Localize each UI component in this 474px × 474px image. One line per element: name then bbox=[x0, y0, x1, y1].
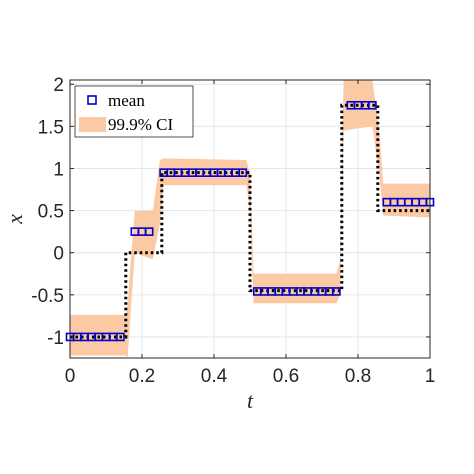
x-tick-label: 0.6 bbox=[273, 366, 299, 387]
legend-mean-label: mean bbox=[108, 91, 145, 110]
mean-markers-layer bbox=[65, 100, 435, 342]
y-tick-label: 0.5 bbox=[38, 202, 64, 223]
x-tick-label: 0 bbox=[65, 366, 76, 387]
legend-mean-marker bbox=[87, 95, 97, 105]
mean-marker bbox=[368, 100, 377, 110]
legend: mean 99.9% CI bbox=[74, 85, 194, 138]
mean-marker bbox=[144, 227, 154, 236]
y-tick-label: 0 bbox=[53, 244, 64, 265]
x-tick-label: 1 bbox=[425, 366, 436, 387]
mean-marker bbox=[116, 332, 125, 342]
x-tick-label: 0.4 bbox=[201, 366, 228, 387]
true-signal-layer bbox=[70, 103, 430, 339]
y-tick-label: -0.5 bbox=[31, 286, 64, 307]
true-signal-line bbox=[70, 103, 430, 339]
y-tick-label: 1 bbox=[53, 159, 64, 180]
legend-ci-label: 99.9% CI bbox=[108, 115, 174, 134]
mean-marker bbox=[238, 168, 248, 177]
y-tick-label: 2 bbox=[53, 75, 64, 96]
y-axis-label: x bbox=[2, 214, 27, 225]
y-tick-labels: -1 -0.5 0 0.5 1 1.5 2 bbox=[31, 75, 64, 349]
x-tick-label: 0.8 bbox=[345, 366, 371, 387]
x-tick-label: 0.2 bbox=[129, 366, 155, 387]
legend-ci-swatch bbox=[79, 117, 106, 132]
y-tick-label: -1 bbox=[47, 328, 64, 349]
x-tick-labels: 0 0.2 0.4 0.6 0.8 1 bbox=[65, 366, 436, 387]
x-axis-label: t bbox=[247, 388, 254, 413]
mean-marker bbox=[332, 287, 341, 296]
y-tick-label: 1.5 bbox=[38, 117, 64, 138]
ticks bbox=[69, 80, 431, 358]
plot-frame bbox=[69, 79, 431, 359]
